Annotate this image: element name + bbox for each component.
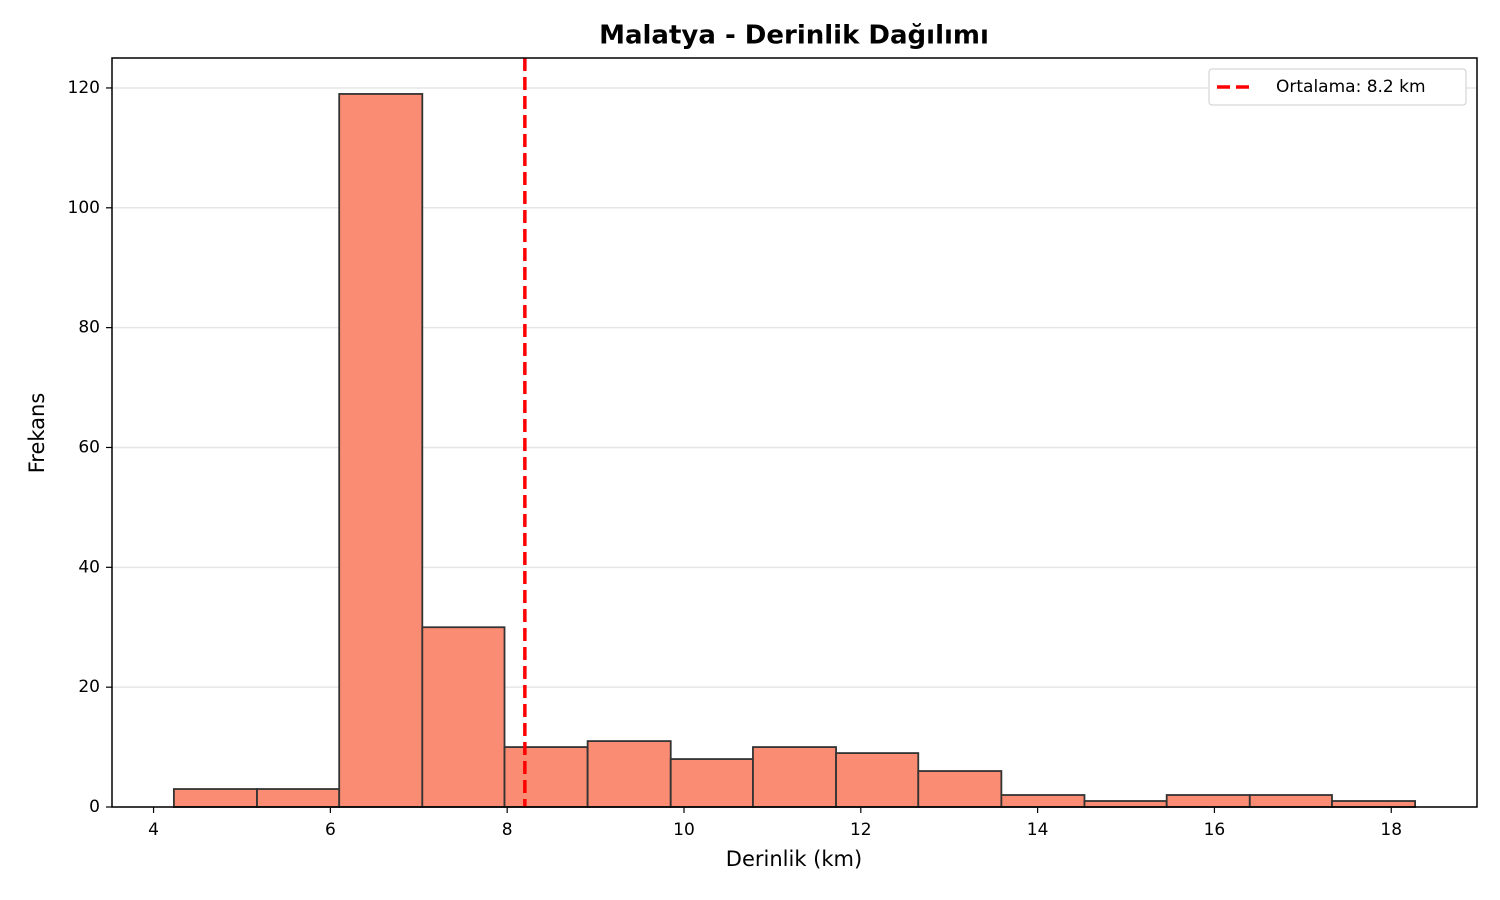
x-tick-label: 10	[673, 820, 695, 840]
bar	[669, 758, 754, 808]
bar	[172, 788, 258, 808]
x-tick-label: 12	[850, 820, 872, 840]
x-tick-label: 14	[1027, 820, 1049, 840]
bar	[503, 746, 589, 808]
bar	[752, 746, 837, 808]
y-tick-label: 60	[78, 437, 100, 457]
y-tick-label: 80	[78, 318, 100, 338]
bar	[586, 740, 672, 808]
axes-frame	[111, 57, 1478, 808]
y-axis-label: Frekans	[25, 393, 49, 474]
y-tick-label: 100	[68, 198, 100, 218]
x-tick-label: 16	[1204, 820, 1226, 840]
y-tick-label: 20	[78, 677, 100, 697]
y-tick-label: 120	[68, 78, 100, 98]
bar	[338, 93, 424, 808]
bar	[1000, 794, 1086, 808]
bar	[1165, 794, 1251, 808]
bar	[421, 626, 506, 808]
bar	[1331, 800, 1417, 808]
bar	[256, 788, 341, 808]
x-tick-label: 4	[148, 820, 159, 840]
legend-label: Ortalama: 8.2 km	[1276, 77, 1426, 97]
x-tick-label: 8	[502, 820, 513, 840]
bar	[1248, 794, 1333, 808]
y-tick-label: 40	[78, 557, 100, 577]
bar	[835, 752, 920, 808]
bar	[917, 770, 1003, 808]
x-tick-label: 6	[325, 820, 336, 840]
y-tick-label: 0	[89, 797, 100, 817]
legend-box	[1208, 68, 1467, 106]
x-axis-label: Derinlik (km)	[726, 847, 862, 871]
bar	[1083, 800, 1168, 808]
x-tick-label: 18	[1380, 820, 1402, 840]
chart-title: Malatya - Derinlik Dağılımı	[599, 21, 989, 51]
